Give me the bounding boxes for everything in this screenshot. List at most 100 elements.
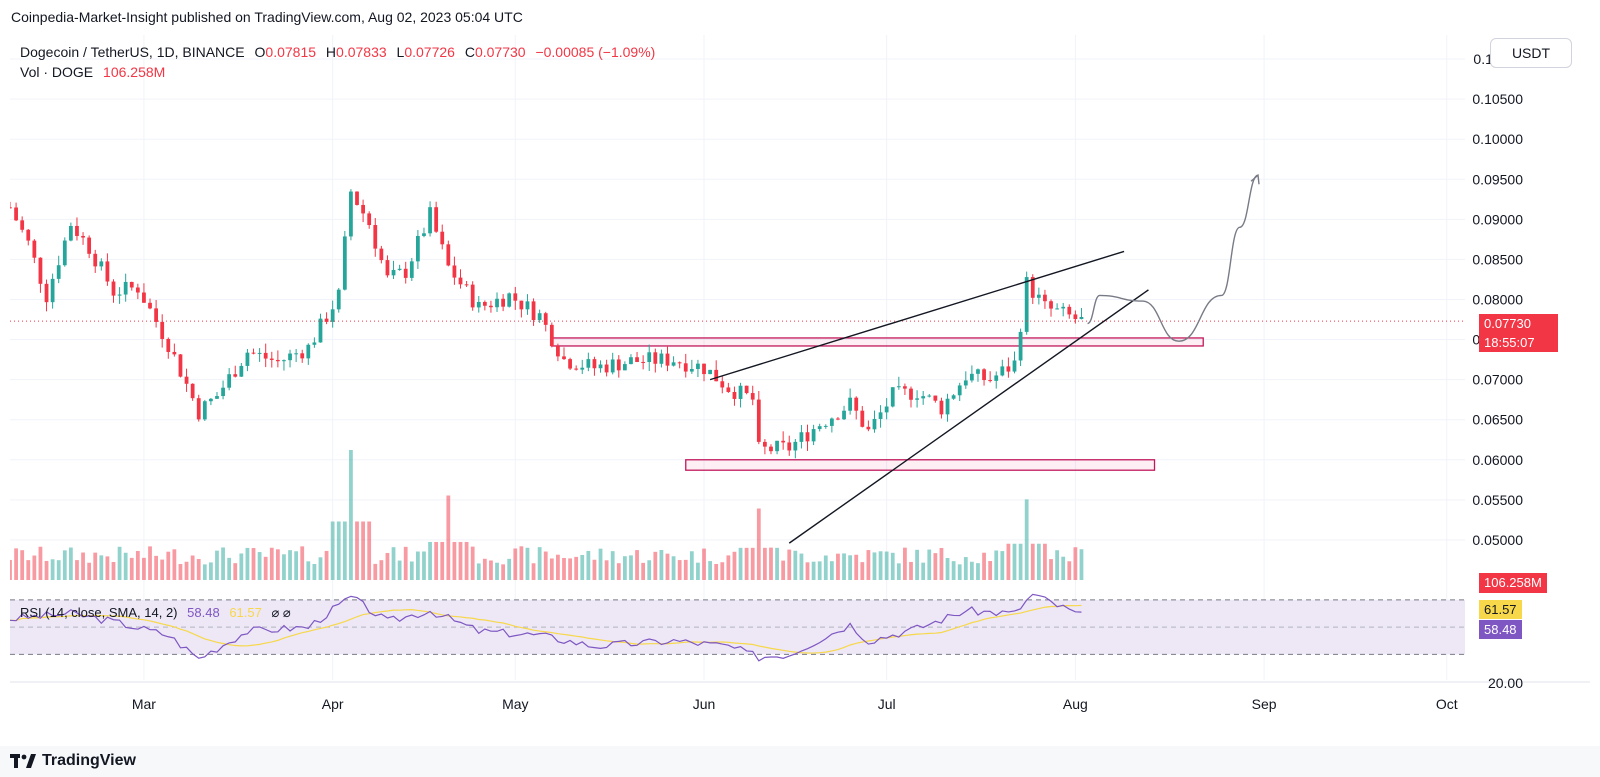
volume-bar: [732, 551, 737, 580]
candle-body: [872, 418, 877, 430]
candle-body: [610, 359, 615, 373]
candle-body: [629, 357, 633, 365]
candle-body: [805, 432, 810, 442]
symbol-label[interactable]: Dogecoin / TetherUS, 1D, BINANCE: [20, 44, 245, 60]
candle-body: [129, 281, 134, 288]
candle-body: [1006, 366, 1011, 372]
rsi-name[interactable]: RSI (14, close, SMA, 14, 2): [20, 605, 178, 620]
volume-bar: [239, 553, 244, 580]
volume-bar: [799, 553, 804, 580]
candle-body: [574, 368, 579, 370]
candle-body: [1061, 306, 1066, 309]
volume-bar: [1043, 543, 1047, 580]
volume-bar: [848, 555, 853, 580]
candle-body: [300, 353, 305, 359]
candle-body: [1055, 308, 1060, 310]
candle-body: [294, 353, 299, 355]
x-tick-label: Mar: [132, 696, 156, 712]
candle-body: [537, 313, 542, 320]
volume-bar: [458, 541, 463, 580]
y-tick-label: 0.10500: [1472, 91, 1523, 107]
volume-bar: [896, 563, 901, 580]
currency-selector[interactable]: USDT: [1490, 38, 1572, 68]
open-label: O: [254, 44, 266, 60]
volume-bar: [184, 561, 189, 580]
candle-body: [951, 395, 956, 399]
candle-body: [543, 313, 548, 325]
candle-body: [799, 432, 804, 442]
candle-body: [20, 220, 25, 230]
price-chart[interactable]: 0.110000.105000.100000.095000.090000.085…: [10, 35, 1590, 718]
candle-body: [458, 277, 463, 285]
volume-bar: [385, 552, 390, 580]
volume-bar: [68, 547, 73, 580]
volume-bar: [604, 560, 609, 580]
volume-bar: [148, 546, 152, 580]
rsi-sma-line: [10, 604, 1082, 654]
rsi-line: [10, 593, 1082, 662]
volume-bar: [196, 559, 201, 580]
candle-body: [123, 281, 128, 295]
candle-body: [391, 269, 396, 276]
volume-bar: [288, 550, 292, 580]
volume-bar: [744, 547, 749, 580]
volume-bar: [525, 547, 530, 580]
candle-body: [1073, 314, 1078, 320]
candle-body: [93, 253, 98, 267]
volume-bar: [476, 563, 481, 580]
candle-body: [945, 398, 950, 415]
candle-body: [1024, 277, 1029, 332]
volume-bar: [805, 562, 810, 580]
candle-body: [373, 225, 378, 249]
close-value: 0.07730: [474, 44, 526, 60]
candle-body: [379, 248, 384, 261]
volume-bar: [568, 558, 572, 580]
rsi-legend: RSI (14, close, SMA, 14, 2) 58.48 61.57 …: [20, 605, 291, 621]
volume-bar: [81, 552, 85, 580]
volume-bar: [44, 560, 49, 580]
volume-bar: [269, 547, 274, 580]
volume-bar: [336, 521, 341, 580]
candle-body: [744, 385, 749, 394]
candle-body: [1030, 277, 1035, 298]
candle-body: [836, 418, 840, 420]
x-tick-label: Jul: [878, 696, 896, 712]
volume-bar: [349, 450, 353, 580]
volume-bar: [1067, 561, 1072, 580]
candle-body: [969, 373, 974, 381]
volume-bar: [696, 562, 700, 580]
x-tick-label: Aug: [1063, 696, 1088, 712]
volume-bars: [10, 450, 1084, 580]
tradingview-logo[interactable]: TradingView: [10, 752, 136, 770]
candle-body: [1012, 360, 1017, 372]
volume-bar: [939, 547, 944, 580]
last-price: 0.07730: [1484, 316, 1531, 331]
open-value: 0.07815: [265, 44, 317, 60]
candle-body: [525, 301, 530, 310]
candle-body: [750, 393, 755, 400]
volume-bar: [318, 557, 323, 580]
candle-body: [677, 362, 682, 364]
candle-body: [720, 381, 725, 388]
candle-body: [580, 367, 585, 370]
candle-body: [616, 359, 621, 371]
chart-frame[interactable]: 0.110000.105000.100000.095000.090000.085…: [10, 35, 1590, 718]
candle-body: [890, 387, 895, 407]
candle-body: [982, 369, 986, 381]
candle-body: [842, 410, 846, 420]
volume-bar: [434, 541, 439, 580]
y-tick-label: 0.08500: [1472, 251, 1523, 267]
candle-body: [215, 396, 219, 399]
grid-lines: [10, 35, 1465, 680]
volume-bar: [111, 562, 116, 580]
volume-bar: [671, 556, 676, 580]
volume-bar: [300, 546, 305, 580]
volume-bar: [190, 555, 195, 580]
volume-bar: [1024, 499, 1029, 580]
volume-bar: [817, 561, 822, 580]
candle-body: [56, 265, 61, 279]
candle-body: [349, 191, 353, 237]
volume-bar: [866, 550, 871, 580]
volume-bar: [32, 555, 37, 580]
volume-bar: [823, 555, 828, 580]
